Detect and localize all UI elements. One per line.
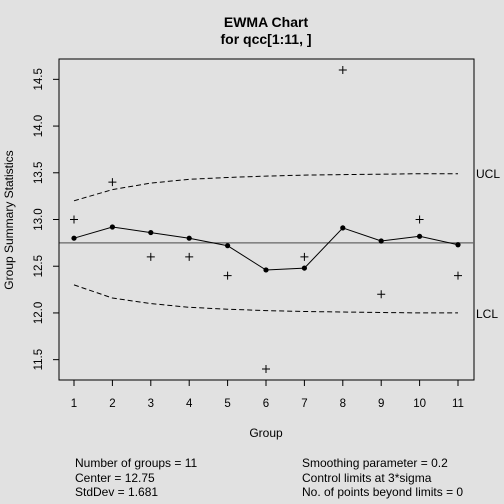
ewma-point	[455, 242, 461, 248]
ewma-point	[340, 225, 346, 231]
summary-beyond-limits: No. of points beyond limits = 0	[302, 485, 464, 499]
y-tick-label: 11.5	[33, 349, 45, 371]
summary-right: Smoothing parameter = 0.2 Control limits…	[302, 456, 463, 500]
x-tick-label: 8	[340, 398, 346, 410]
x-tick-label: 7	[301, 398, 307, 410]
x-tick-label: 5	[224, 398, 230, 410]
group-stat-marker	[300, 252, 309, 261]
ucl-label: UCL	[476, 167, 500, 181]
chart-subtitle: for qcc[1:11, ]	[220, 31, 311, 47]
x-axis-label: Group	[249, 426, 283, 440]
group-stat-marker	[70, 215, 78, 224]
lcl-label: LCL	[476, 307, 498, 321]
group-stat-marker	[415, 215, 424, 224]
x-tick-label: 10	[413, 398, 426, 410]
x-tick-label: 6	[263, 398, 269, 410]
group-stat-marker	[146, 252, 155, 261]
ucl-line	[73, 173, 458, 202]
ewma-point	[109, 224, 115, 230]
ewma-point	[378, 238, 384, 244]
plot-frame	[58, 58, 475, 381]
summary-stddev: StdDev = 1.681	[75, 485, 159, 499]
y-tick-label: 14.0	[33, 115, 45, 137]
summary-left: Number of groups = 11 Center = 12.75 Std…	[75, 456, 197, 500]
group-stat-marker	[223, 271, 232, 280]
lcl-line	[73, 284, 458, 314]
y-tick-label: 12.0	[33, 302, 45, 324]
x-tick-label: 3	[148, 398, 154, 410]
ewma-point	[186, 235, 192, 241]
group-stat-marker	[262, 365, 270, 373]
summary-smoothing: Smoothing parameter = 0.2	[302, 456, 448, 470]
ewma-point	[225, 243, 231, 249]
y-tick-label: 14.5	[33, 68, 45, 90]
ewma-line	[73, 226, 459, 271]
ewma-point	[148, 229, 154, 236]
summary-control-limits: Control limits at 3*sigma	[302, 470, 432, 485]
group-stat-marker	[338, 66, 347, 74]
group-stat-marker	[377, 290, 386, 299]
x-tick-label: 11	[452, 398, 464, 410]
group-stat-marker	[454, 271, 462, 280]
x-tick-label: 4	[186, 398, 193, 410]
ewma-point	[417, 233, 423, 239]
group-stat-marker	[108, 178, 117, 187]
x-tick-label: 1	[71, 398, 77, 410]
y-axis-label: Group Summary Statistics	[2, 150, 16, 289]
summary-num-groups: Number of groups = 11	[75, 456, 198, 470]
ewma-point	[71, 235, 77, 241]
x-tick-label: 9	[378, 398, 384, 410]
summary-center: Center = 12.75	[75, 470, 155, 485]
y-tick-label: 13.5	[33, 162, 45, 184]
y-tick-label: 13.0	[33, 208, 45, 230]
x-tick-label: 2	[109, 398, 115, 410]
ewma-point	[301, 265, 307, 271]
group-stat-marker	[185, 252, 194, 261]
y-tick-label: 12.5	[33, 255, 45, 277]
chart-title: EWMA Chart	[224, 14, 309, 30]
ewma-point	[263, 267, 269, 273]
